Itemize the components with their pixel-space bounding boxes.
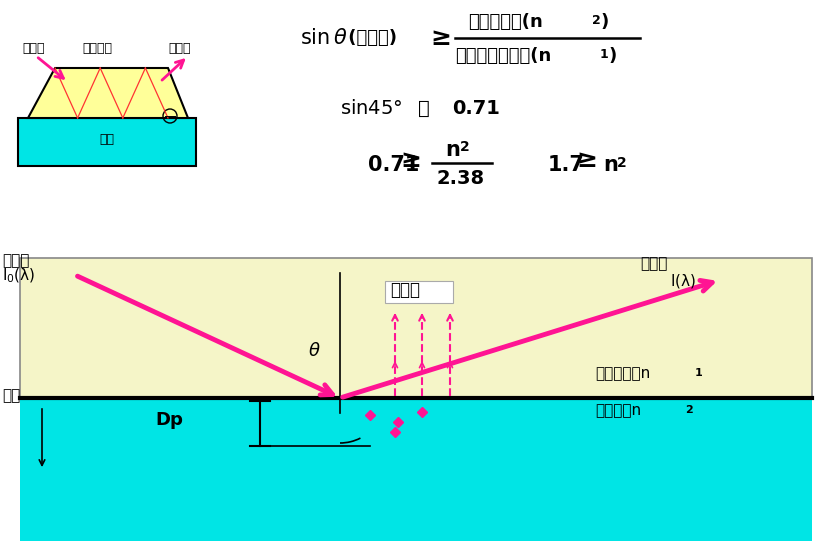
- Text: 2: 2: [685, 405, 693, 415]
- Text: プリズム: プリズム: [82, 42, 112, 55]
- Text: $\mathrm{sin}\,\theta$: $\mathrm{sin}\,\theta$: [300, 28, 348, 48]
- Text: 試　料：n: 試 料：n: [595, 403, 641, 418]
- Text: 反射光: 反射光: [168, 42, 191, 55]
- Text: 1.7: 1.7: [548, 155, 585, 175]
- Text: 2.38: 2.38: [436, 168, 484, 188]
- Text: 入射光: 入射光: [2, 253, 29, 268]
- Text: 試料: 試料: [100, 133, 115, 146]
- Text: 1: 1: [695, 368, 703, 378]
- Text: ): ): [608, 47, 617, 65]
- Text: $\mathrm{I(\lambda)}$: $\mathrm{I(\lambda)}$: [670, 272, 696, 289]
- Bar: [20, 258, 812, 398]
- Text: 試料屈折率(n: 試料屈折率(n: [468, 13, 542, 31]
- Text: プリズム屈折率(n: プリズム屈折率(n: [455, 47, 552, 65]
- Text: 入射光: 入射光: [22, 42, 44, 55]
- Text: Dp: Dp: [155, 411, 183, 429]
- Text: 2: 2: [592, 14, 601, 27]
- Text: 2: 2: [617, 156, 626, 170]
- Text: 界面: 界面: [2, 388, 20, 403]
- Bar: [18, 118, 196, 166]
- Text: 2: 2: [460, 140, 470, 154]
- Text: ≥: ≥: [400, 148, 421, 172]
- Text: 1: 1: [600, 48, 609, 61]
- Text: 散乱光: 散乱光: [390, 281, 420, 299]
- Text: 0.71: 0.71: [452, 98, 500, 117]
- Text: ): ): [600, 13, 608, 31]
- Text: 0.71: 0.71: [368, 155, 419, 175]
- Text: $\mathbf{n}$: $\mathbf{n}$: [603, 155, 618, 175]
- Text: $\mathbf{n}$: $\mathbf{n}$: [445, 140, 460, 160]
- Text: ≥: ≥: [576, 148, 597, 172]
- Text: プリズム：n: プリズム：n: [595, 366, 651, 381]
- Bar: [20, 398, 812, 541]
- Bar: [385, 281, 453, 303]
- Text: (臨界角): (臨界角): [342, 29, 397, 47]
- Text: ＝: ＝: [418, 98, 430, 117]
- Text: 反射光: 反射光: [640, 256, 667, 271]
- Polygon shape: [28, 68, 188, 118]
- Text: $\theta$: $\theta$: [308, 342, 320, 360]
- Text: ≥: ≥: [430, 26, 451, 50]
- Text: $\mathrm{I_0(\lambda)}$: $\mathrm{I_0(\lambda)}$: [2, 266, 36, 285]
- Text: $\mathrm{sin45°}$: $\mathrm{sin45°}$: [340, 98, 403, 117]
